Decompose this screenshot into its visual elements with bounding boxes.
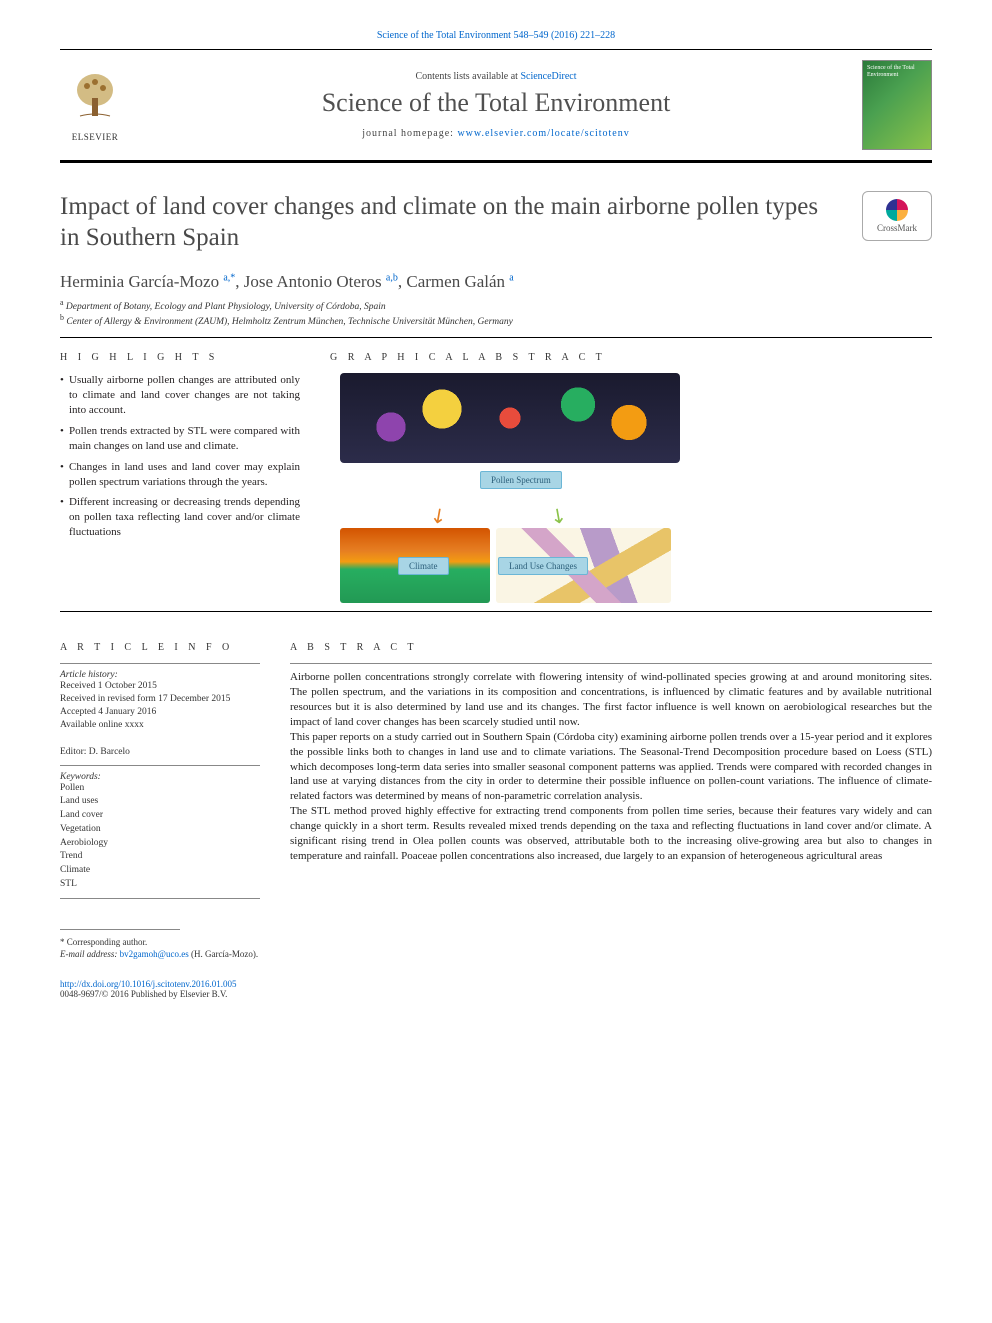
keyword: Aerobiology — [60, 837, 260, 851]
keyword: Land cover — [60, 809, 260, 823]
title-row: Impact of land cover changes and climate… — [60, 191, 932, 254]
article-info-column: A R T I C L E I N F O Article history: R… — [60, 642, 260, 904]
elsevier-tree-icon — [65, 68, 125, 128]
author-2: , Jose Antonio Oteros — [235, 272, 386, 291]
graphical-abstract-heading: G R A P H I C A L A B S T R A C T — [330, 352, 932, 363]
affiliation-b: b Center of Allergy & Environment (ZAUM)… — [60, 313, 932, 329]
crossmark-label: CrossMark — [877, 223, 917, 233]
author-2-sup: a,b — [386, 272, 398, 283]
homepage-prefix: journal homepage: — [362, 128, 457, 139]
affiliation-a: a Department of Botany, Ecology and Plan… — [60, 298, 932, 314]
history-received: Received 1 October 2015 — [60, 680, 260, 693]
graphical-abstract-figure: Pollen Spectrum ↙ ↘ Climate Land Use Cha… — [330, 373, 690, 603]
ga-landuse-label: Land Use Changes — [498, 557, 588, 575]
corresponding-label: * Corresponding author. — [60, 936, 932, 949]
header-center: Contents lists available at ScienceDirec… — [130, 71, 862, 139]
journal-name: Science of the Total Environment — [130, 88, 862, 118]
homepage-line: journal homepage: www.elsevier.com/locat… — [130, 128, 862, 139]
journal-issue-bar: Science of the Total Environment 548–549… — [60, 30, 932, 41]
keyword: Trend — [60, 850, 260, 864]
ga-pollen-label: Pollen Spectrum — [480, 471, 562, 489]
abstract-para: This paper reports on a study carried ou… — [290, 730, 932, 804]
highlights-column: H I G H L I G H T S Usually airborne pol… — [60, 352, 300, 603]
sciencedirect-link[interactable]: ScienceDirect — [520, 71, 576, 82]
highlight-item: Changes in land uses and land cover may … — [60, 460, 300, 490]
contents-prefix: Contents lists available at — [415, 71, 520, 82]
ga-climate-label: Climate — [398, 557, 449, 575]
author-1: Herminia García-Mozo — [60, 272, 223, 291]
history-online: Available online xxxx — [60, 719, 260, 732]
history-accepted: Accepted 4 January 2016 — [60, 706, 260, 719]
elsevier-logo-block: ELSEVIER — [60, 68, 130, 142]
homepage-link[interactable]: www.elsevier.com/locate/scitotenv — [457, 128, 629, 139]
abstract-column: A B S T R A C T Airborne pollen concentr… — [290, 642, 932, 904]
author-3: , Carmen Galán — [398, 272, 509, 291]
editor-line: Editor: D. Barcelo — [60, 746, 260, 759]
ga-arrow-icon: ↙ — [424, 501, 452, 531]
journal-cover-thumbnail: Science of the Total Environment — [862, 60, 932, 150]
ga-pollen-image — [340, 373, 680, 463]
info-divider — [290, 663, 932, 664]
ga-arrow-icon: ↘ — [544, 501, 572, 531]
abstract-heading: A B S T R A C T — [290, 642, 932, 653]
author-3-sup: a — [509, 272, 513, 283]
keyword: Land uses — [60, 795, 260, 809]
corresponding-email-link[interactable]: bv2gamoh@uco.es — [120, 949, 189, 959]
highlights-list: Usually airborne pollen changes are attr… — [60, 373, 300, 539]
doi-link[interactable]: http://dx.doi.org/10.1016/j.scitotenv.20… — [60, 979, 237, 989]
keyword: Vegetation — [60, 823, 260, 837]
corresponding-email-line: E-mail address: bv2gamoh@uco.es (H. Garc… — [60, 948, 932, 961]
article-title: Impact of land cover changes and climate… — [60, 191, 842, 254]
info-divider — [60, 898, 260, 899]
affiliation-b-text: Center of Allergy & Environment (ZAUM), … — [66, 318, 513, 328]
crossmark-badge[interactable]: CrossMark — [862, 191, 932, 241]
cover-label: Science of the Total Environment — [867, 65, 931, 78]
email-label: E-mail address: — [60, 949, 120, 959]
history-revised: Received in revised form 17 December 201… — [60, 693, 260, 706]
abstract-para: The STL method proved highly effective f… — [290, 804, 932, 863]
graphical-abstract-column: G R A P H I C A L A B S T R A C T Pollen… — [330, 352, 932, 603]
highlight-item: Different increasing or decreasing trend… — [60, 495, 300, 540]
keyword: STL — [60, 878, 260, 892]
highlight-item: Usually airborne pollen changes are attr… — [60, 373, 300, 418]
journal-header: ELSEVIER Contents lists available at Sci… — [60, 49, 932, 163]
highlight-item: Pollen trends extracted by STL were comp… — [60, 424, 300, 454]
divider — [60, 611, 932, 612]
affiliations: a Department of Botany, Ecology and Plan… — [60, 298, 932, 330]
keyword: Climate — [60, 864, 260, 878]
history-label: Article history: — [60, 670, 260, 680]
divider — [60, 337, 932, 338]
doi-block: http://dx.doi.org/10.1016/j.scitotenv.20… — [60, 979, 932, 989]
article-history-block: Article history: Received 1 October 2015… — [60, 670, 260, 731]
contents-available-line: Contents lists available at ScienceDirec… — [130, 71, 862, 82]
abstract-text: Airborne pollen concentrations strongly … — [290, 670, 932, 863]
footer-rule — [60, 929, 180, 930]
authors-line: Herminia García-Mozo a,*, Jose Antonio O… — [60, 272, 932, 292]
keywords-label: Keywords: — [60, 772, 260, 782]
article-body-row: A R T I C L E I N F O Article history: R… — [60, 642, 932, 904]
copyright-line: 0048-9697/© 2016 Published by Elsevier B… — [60, 989, 932, 999]
email-suffix: (H. García-Mozo). — [189, 949, 258, 959]
corresponding-author-block: * Corresponding author. E-mail address: … — [60, 936, 932, 961]
author-1-sup: a,* — [223, 272, 235, 283]
keywords-list: Pollen Land uses Land cover Vegetation A… — [60, 782, 260, 892]
keyword: Pollen — [60, 782, 260, 796]
info-divider — [60, 765, 260, 766]
info-divider — [60, 663, 260, 664]
highlights-heading: H I G H L I G H T S — [60, 352, 300, 363]
highlights-graphical-row: H I G H L I G H T S Usually airborne pol… — [60, 352, 932, 603]
affiliation-a-text: Department of Botany, Ecology and Plant … — [66, 302, 386, 312]
crossmark-icon — [886, 199, 908, 221]
elsevier-label: ELSEVIER — [60, 132, 130, 142]
abstract-para: Airborne pollen concentrations strongly … — [290, 670, 932, 729]
article-info-heading: A R T I C L E I N F O — [60, 642, 260, 653]
